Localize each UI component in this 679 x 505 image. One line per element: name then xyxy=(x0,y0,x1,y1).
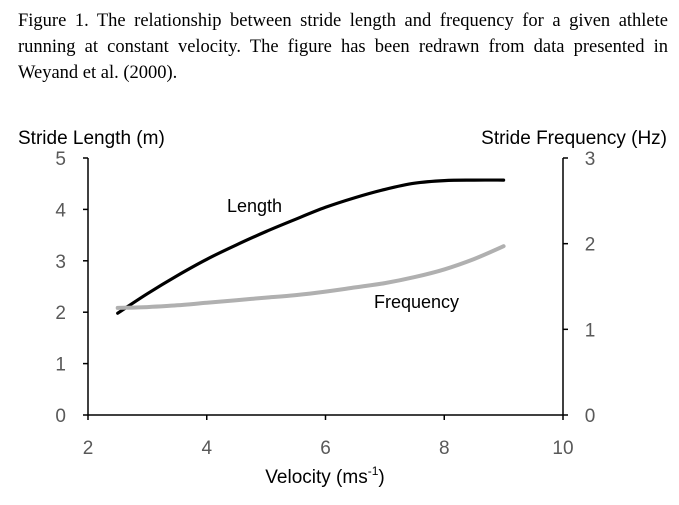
series-label-length: Length xyxy=(227,196,282,216)
y-left-tick-label: 5 xyxy=(55,149,66,170)
y-left-tick-label: 0 xyxy=(55,406,66,427)
x-axis-label: Velocity (ms-1) xyxy=(265,464,384,488)
y-right-tick-label: 2 xyxy=(585,235,596,256)
x-axis-label-text: Velocity (ms xyxy=(265,467,367,488)
series-layer xyxy=(115,178,506,315)
x-tick-label: 8 xyxy=(439,438,450,459)
y-right-tick-label: 0 xyxy=(585,406,596,427)
y-right-tick-label: 3 xyxy=(585,149,596,170)
series-label-frequency: Frequency xyxy=(374,292,459,312)
y-left-tick-label: 2 xyxy=(55,303,66,324)
x-tick-label: 6 xyxy=(320,438,331,459)
x-tick-label: 4 xyxy=(201,438,212,459)
y-left-tick-label: 1 xyxy=(55,355,66,376)
x-axis-label-superscript: -1 xyxy=(368,464,379,478)
series-line-length xyxy=(116,178,506,315)
y-axis-left-ticks: 0 1 2 3 4 5 xyxy=(55,149,88,427)
y-left-tick-label: 3 xyxy=(55,252,66,273)
y-axis-right-ticks: 0 1 2 3 xyxy=(563,149,595,427)
y-axis-left-label: Stride Length (m) xyxy=(18,128,165,149)
x-axis-ticks: 2 4 6 8 10 xyxy=(83,415,574,459)
figure-caption: Figure 1. The relationship between strid… xyxy=(18,11,668,83)
y-axis-right-label: Stride Frequency (Hz) xyxy=(481,128,667,149)
series-line-frequency xyxy=(115,244,506,310)
x-tick-label: 10 xyxy=(552,438,573,459)
y-left-tick-label: 4 xyxy=(55,200,66,221)
x-tick-label: 2 xyxy=(83,438,94,459)
y-right-tick-label: 1 xyxy=(585,320,596,341)
x-axis-label-end: ) xyxy=(378,467,384,488)
